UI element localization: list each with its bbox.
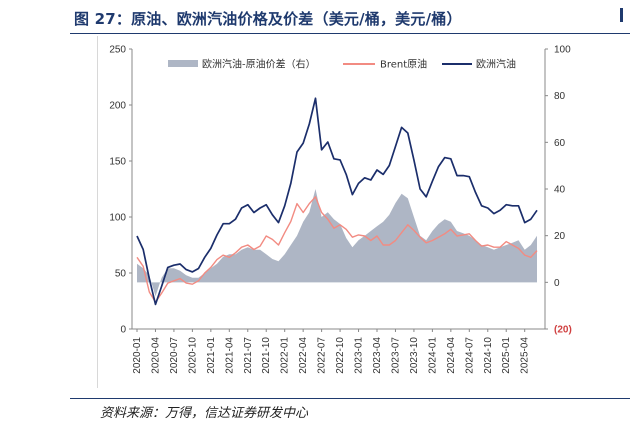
legend-label-gasoline: 欧洲汽油 [476,58,516,71]
right-tick-label: 0 [554,278,560,289]
axes-layer [131,49,546,330]
spread-area [137,189,537,297]
chart-title: 图 27：原油、欧洲汽油价格及价差（美元/桶，美元/桶） [74,10,462,28]
ticks-layer: 0 50 100 150 200 250 (20) 0 20 40 60 80 100 2020-01 20… [109,45,571,374]
right-tick-label: 20 [554,231,566,242]
left-divider [97,36,98,388]
x-tick-label: 2024-07 [464,337,475,374]
x-tick-label: 2021-01 [206,337,217,374]
x-tick-label: 2025-04 [520,337,531,374]
left-tick-label: 200 [109,101,126,112]
x-tick-label: 2023-10 [409,337,420,374]
x-tick-label: 2022-07 [317,337,328,374]
legend-label-brent: Brent原油 [380,58,427,71]
x-tick-label: 2022-04 [298,337,309,374]
title-divider [70,33,630,34]
footer-divider [70,398,630,399]
x-tick-label: 2024-10 [483,337,494,374]
right-tick-label: (20) [554,325,572,336]
x-tick-label: 2020-04 [150,337,161,374]
legend: 欧洲汽油-原油价差（右） Brent原油 欧洲汽油 [168,58,516,71]
source-note: 资料来源：万得，信达证券研发中心 [100,406,309,421]
gasoline-line [136,97,538,306]
spread-area-layer [137,189,537,297]
x-tick-label: 2021-10 [261,337,272,374]
x-tick-label: 2020-10 [187,337,198,374]
x-tick-label: 2023-07 [390,337,401,374]
right-tick-label: 100 [554,45,571,56]
legend-swatch-spread [168,60,198,67]
x-tick-label: 2024-01 [427,337,438,374]
x-tick-label: 2025-01 [501,337,512,374]
page-corner-mark [620,8,630,22]
lines-layer [136,97,538,306]
x-tick-label: 2022-01 [280,337,291,374]
x-tick-label: 2022-10 [335,337,346,374]
left-tick-label: 150 [109,157,126,168]
left-tick-label: 50 [115,269,127,280]
x-tick-label: 2021-07 [243,337,254,374]
x-tick-label: 2020-01 [132,337,143,374]
right-tick-label: 40 [554,185,566,196]
brent-line [136,196,538,303]
right-tick-label: 60 [554,138,566,149]
x-tick-label: 2023-01 [354,337,365,374]
x-tick-label: 2024-04 [446,337,457,374]
right-tick-label: 80 [554,91,566,102]
x-tick-label: 2020-07 [169,337,180,374]
left-tick-label: 100 [109,213,126,224]
x-tick-label: 2023-04 [372,337,383,374]
left-tick-label: 250 [109,45,126,56]
x-tick-label: 2021-04 [224,337,235,374]
left-tick-label: 0 [120,325,126,336]
legend-label-spread: 欧洲汽油-原油价差（右） [202,58,316,71]
